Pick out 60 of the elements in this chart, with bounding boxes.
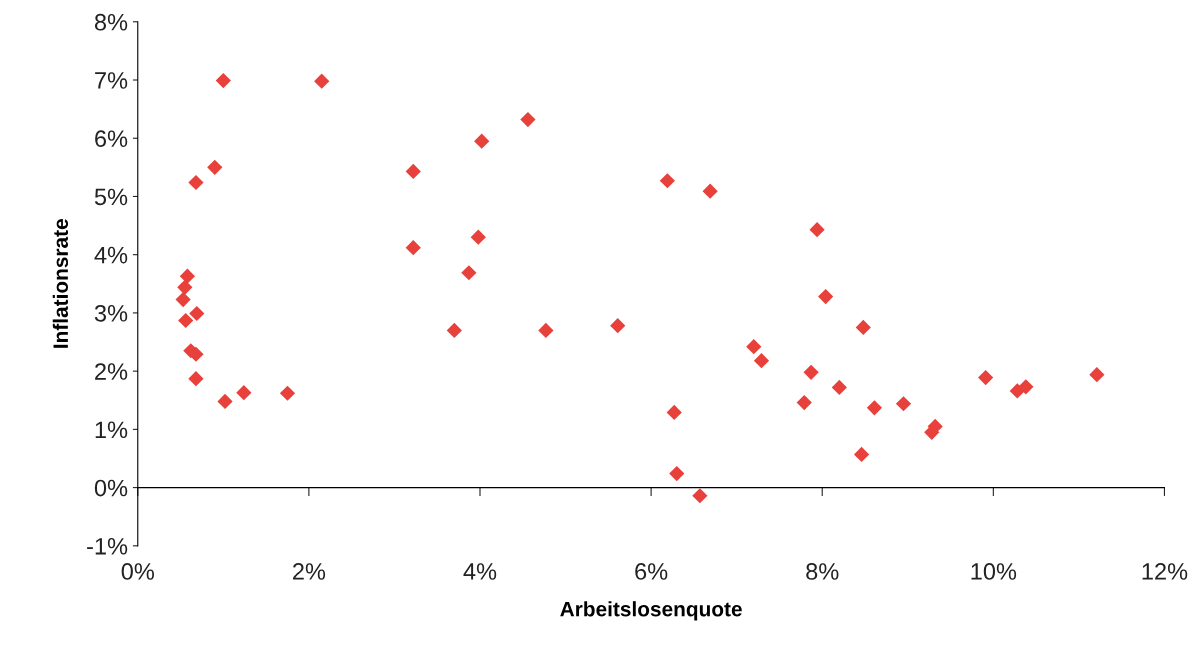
point xyxy=(446,322,462,338)
x-tick-label: 12% xyxy=(1142,563,1188,580)
x-tick-label: 4% xyxy=(463,563,497,580)
point xyxy=(853,446,870,463)
x-tick-label: 10% xyxy=(971,563,1017,580)
x-tick-label: 0% xyxy=(121,563,154,580)
y-tick-label: 8% xyxy=(94,13,128,31)
y-axis-title: Inflationsrate xyxy=(52,219,69,348)
point xyxy=(461,265,477,281)
point xyxy=(855,319,871,336)
point xyxy=(659,173,675,189)
point xyxy=(279,385,296,401)
point xyxy=(895,396,912,412)
point xyxy=(666,404,682,421)
y-tick-label: 3% xyxy=(94,304,128,322)
point xyxy=(803,364,819,380)
point xyxy=(207,159,223,175)
point xyxy=(474,133,490,149)
point xyxy=(314,73,330,89)
point xyxy=(179,268,195,284)
x-axis-title: Arbeitslosenquote xyxy=(560,601,742,621)
point xyxy=(866,400,883,416)
y-tick-label: 7% xyxy=(95,72,128,89)
point xyxy=(188,371,204,387)
point xyxy=(809,222,825,238)
x-tick-label: 2% xyxy=(293,563,326,580)
point xyxy=(188,174,204,191)
point xyxy=(753,353,770,369)
point xyxy=(217,393,233,410)
y-tick-label: 6% xyxy=(95,130,128,148)
point xyxy=(405,163,421,180)
point xyxy=(831,379,847,396)
point xyxy=(1018,379,1034,395)
y-tick-label: 5% xyxy=(94,188,128,206)
point xyxy=(978,369,994,386)
point xyxy=(610,318,626,334)
point xyxy=(178,312,194,329)
y-tick-label: 2% xyxy=(95,363,128,380)
point xyxy=(236,385,252,401)
point xyxy=(470,229,486,245)
x-tick-label: 8% xyxy=(806,563,839,580)
point xyxy=(215,72,231,89)
y-tick-label: 4% xyxy=(94,246,128,264)
point xyxy=(405,240,421,256)
point xyxy=(177,279,193,295)
x-tick-label: 6% xyxy=(635,563,668,580)
point xyxy=(702,183,718,199)
y-tick-label: 0% xyxy=(94,479,128,497)
point xyxy=(538,322,554,338)
point xyxy=(692,488,708,504)
point xyxy=(669,466,685,482)
point xyxy=(520,111,536,128)
y-tick-label: 1% xyxy=(95,421,128,439)
y-tick-label: -1% xyxy=(87,537,128,555)
point xyxy=(175,291,191,308)
point xyxy=(746,339,762,355)
point xyxy=(1089,367,1105,383)
point xyxy=(796,394,812,411)
point xyxy=(818,289,834,305)
point xyxy=(189,305,205,322)
